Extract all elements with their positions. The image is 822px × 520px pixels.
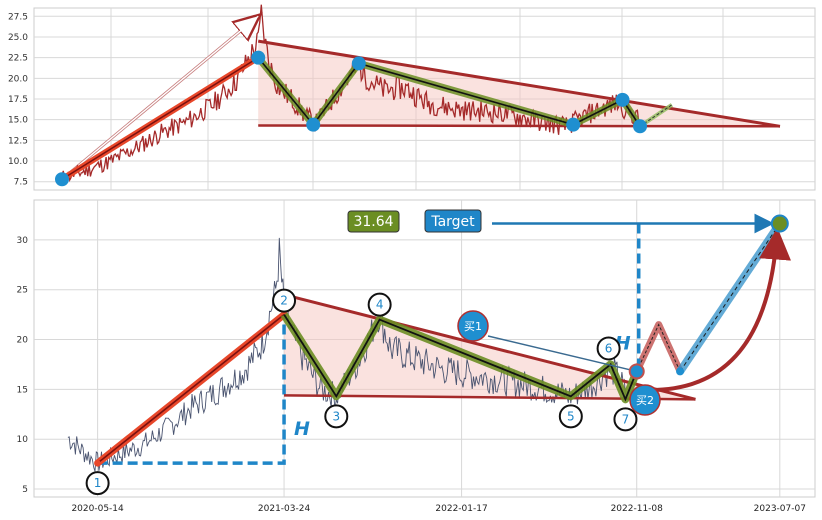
bottom-xtick-label: 2022-11-08	[611, 504, 664, 514]
height-label-left: H	[294, 418, 310, 440]
top-ytick-label: 15.0	[8, 116, 28, 126]
pivot-label: 1	[94, 476, 102, 490]
target-curve-arrow	[636, 227, 792, 392]
pivot-marker	[613, 407, 638, 432]
top-pivot-point	[306, 117, 321, 132]
bottom-ytick-label: 25	[17, 286, 28, 296]
bottom-zigzag-line	[283, 314, 638, 402]
buy1-point	[628, 363, 645, 380]
buy1-label: 买1	[464, 320, 482, 333]
pivot-marker	[596, 336, 621, 361]
pivot-label: 5	[567, 409, 575, 423]
pivot-label: 6	[605, 341, 613, 355]
bottom-xtick-label: 2022-01-17	[435, 504, 487, 514]
bottom-triangle-upper	[283, 293, 696, 401]
top-pivot-point	[251, 50, 266, 65]
top-ytick-label: 12.5	[8, 136, 28, 146]
pivot-marker	[85, 471, 110, 496]
pivot-marker	[324, 404, 349, 429]
target-point	[770, 214, 789, 233]
bottom-ytick-label: 20	[17, 336, 29, 346]
top-triangle-lower	[258, 124, 781, 128]
bottom-ytick-label: 5	[22, 485, 28, 495]
top-pivot-point	[633, 119, 648, 134]
value-badge-label: 31.64	[353, 214, 393, 230]
top-pivot-point	[55, 172, 69, 187]
top-pivot-point	[566, 117, 581, 132]
buy2-label: 买2	[636, 394, 654, 407]
top-panel: 7.5 10.0 12.5 15.0 17.5 20.0 22.5 25.0 27.5	[8, 4, 816, 191]
value-badge	[347, 210, 400, 233]
buy2-point	[676, 367, 685, 376]
pivot-label: 7	[622, 412, 630, 426]
buy1-leader	[487, 335, 633, 372]
top-ytick-label: 22.5	[8, 54, 28, 64]
bottom-xtick-label: 2021-03-24	[258, 504, 311, 514]
pivot-label: 2	[280, 294, 288, 308]
pivot-1-point	[94, 460, 101, 467]
target-badge-label: Target	[430, 214, 475, 230]
bottom-xtick-label: 2023-07-07	[754, 504, 806, 514]
top-trend-up-line	[61, 56, 259, 180]
pivot-marker	[558, 404, 583, 429]
buy2-badge	[629, 384, 661, 416]
bottom-ytick-label: 10	[17, 435, 29, 445]
pivot-marker	[367, 292, 392, 317]
pivot-label: 3	[332, 409, 340, 423]
pivot-marker	[272, 288, 297, 313]
top-ytick-label: 25.0	[8, 33, 28, 43]
top-pivot-point	[351, 56, 366, 71]
bottom-ytick-label: 15	[17, 385, 28, 395]
pivot-label: 4	[376, 298, 384, 312]
target-badge	[424, 209, 482, 233]
bottom-ytick-label: 30	[17, 236, 29, 246]
top-pivot-point	[615, 92, 630, 107]
bottom-panel: 2020-05-14 2021-03-24 2022-01-17 2022-11-08…	[17, 199, 816, 514]
height-measure-left	[97, 314, 286, 465]
top-ytick-label: 10.0	[8, 157, 28, 167]
top-breakout-arrow-core	[61, 15, 259, 180]
top-ytick-label: 7.5	[14, 178, 28, 188]
bottom-projection-line	[636, 323, 681, 372]
top-ytick-label: 27.5	[8, 12, 28, 22]
bottom-xtick-label: 2020-05-14	[71, 504, 124, 514]
top-triangle-upper	[257, 39, 781, 128]
top-ytick-label: 17.5	[8, 95, 28, 105]
top-ytick-label: 20.0	[8, 74, 28, 84]
buy1-badge	[457, 310, 489, 342]
bottom-trend-up-line	[97, 313, 285, 464]
